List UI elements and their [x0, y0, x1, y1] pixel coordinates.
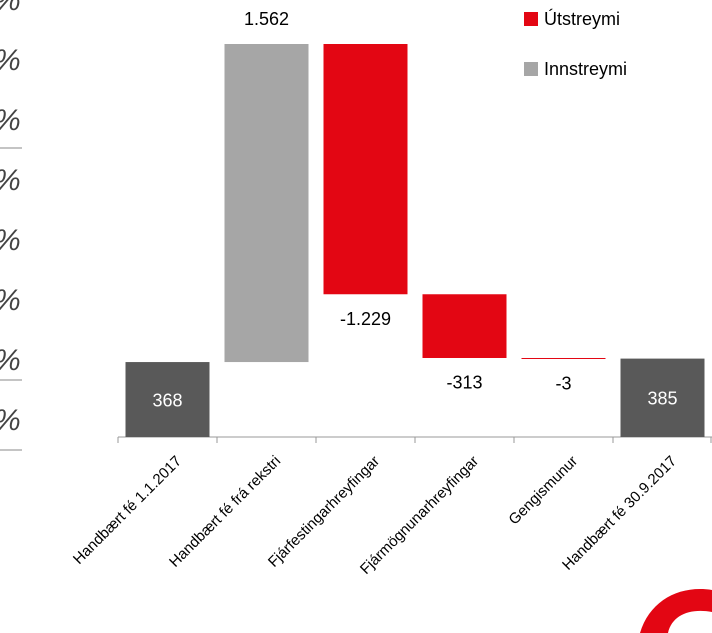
value-label: -3: [555, 374, 571, 394]
legend-label: Útstreymi: [544, 8, 620, 29]
side-fragment: %: [0, 104, 21, 137]
bar: [620, 358, 705, 437]
bar: [422, 294, 507, 358]
value-label: 385: [647, 389, 677, 409]
bar: [323, 44, 408, 295]
value-label: 1.562: [244, 9, 289, 29]
side-fragment: %: [0, 44, 21, 77]
side-fragment: %: [0, 164, 21, 197]
x-tick-label: Gengismunur: [505, 453, 581, 529]
side-fragment: %: [0, 284, 21, 317]
value-label: -313: [446, 373, 482, 393]
side-fragment: %: [0, 0, 21, 17]
bar: [521, 357, 606, 359]
side-fragment: %: [0, 224, 21, 257]
side-fragment: %: [0, 404, 21, 437]
x-tick-label: Handbært fé frá rekstri: [166, 453, 284, 571]
value-label: -1.229: [340, 309, 391, 329]
value-label: 368: [152, 390, 182, 410]
bar: [125, 362, 210, 437]
x-tick-label: Handbært fé 30.9.2017: [559, 453, 680, 574]
x-tick-label: Fjárfestingarhreyfingar: [265, 453, 383, 571]
x-tick-label: Handbært fé 1.1.2017: [70, 453, 185, 568]
bar: [224, 44, 309, 363]
side-fragment: %: [0, 344, 21, 377]
logo: [640, 589, 712, 633]
legend-label: Innstreymi: [544, 59, 627, 79]
legend-swatch: [524, 12, 538, 26]
legend-swatch: [524, 62, 538, 76]
